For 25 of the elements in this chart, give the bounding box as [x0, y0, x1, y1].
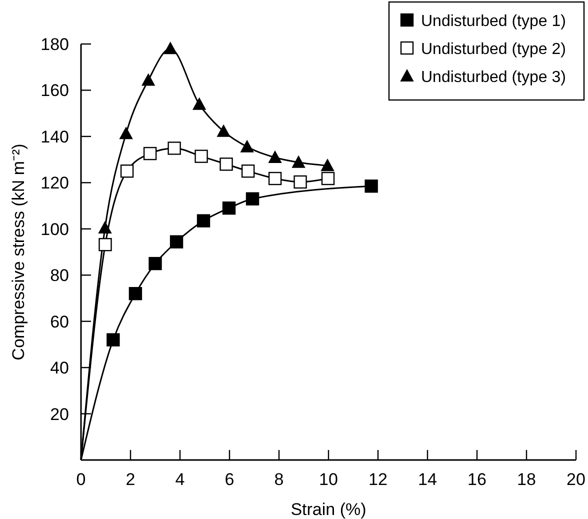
x-tick-label: 10 [319, 470, 338, 489]
x-axis-title: Strain (%) [290, 500, 366, 519]
y-tick-label: 120 [40, 174, 69, 193]
x-tick-label: 14 [418, 470, 437, 489]
x-tick-label: 20 [566, 470, 586, 489]
x-tick-label: 4 [175, 470, 185, 489]
x-tick-label: 2 [126, 470, 136, 489]
x-tick-label: 6 [224, 470, 234, 489]
legend-label: Undisturbed (type 3) [421, 69, 566, 86]
y-tick-label: 80 [50, 266, 69, 286]
y-tick-label: 180 [40, 35, 69, 54]
x-tick-label: 0 [76, 470, 86, 489]
y-tick-label: 100 [40, 220, 69, 239]
y-tick-label: 140 [40, 127, 69, 146]
legend-label: Undisturbed (type 1) [421, 13, 566, 30]
x-tick-label: 18 [517, 470, 536, 489]
y-tick-label: 40 [50, 358, 69, 378]
y-tick-label: 20 [50, 404, 69, 424]
y-tick-label: 60 [50, 312, 69, 332]
y-tick-label: 160 [40, 81, 69, 100]
x-tick-label: 16 [468, 470, 486, 489]
y-axis-title: Compressive stress (kN m⁻²) [9, 144, 28, 360]
x-tick-label: 12 [368, 470, 388, 489]
legend-label: Undisturbed (type 2) [421, 41, 566, 58]
x-tick-label: 8 [274, 470, 284, 489]
